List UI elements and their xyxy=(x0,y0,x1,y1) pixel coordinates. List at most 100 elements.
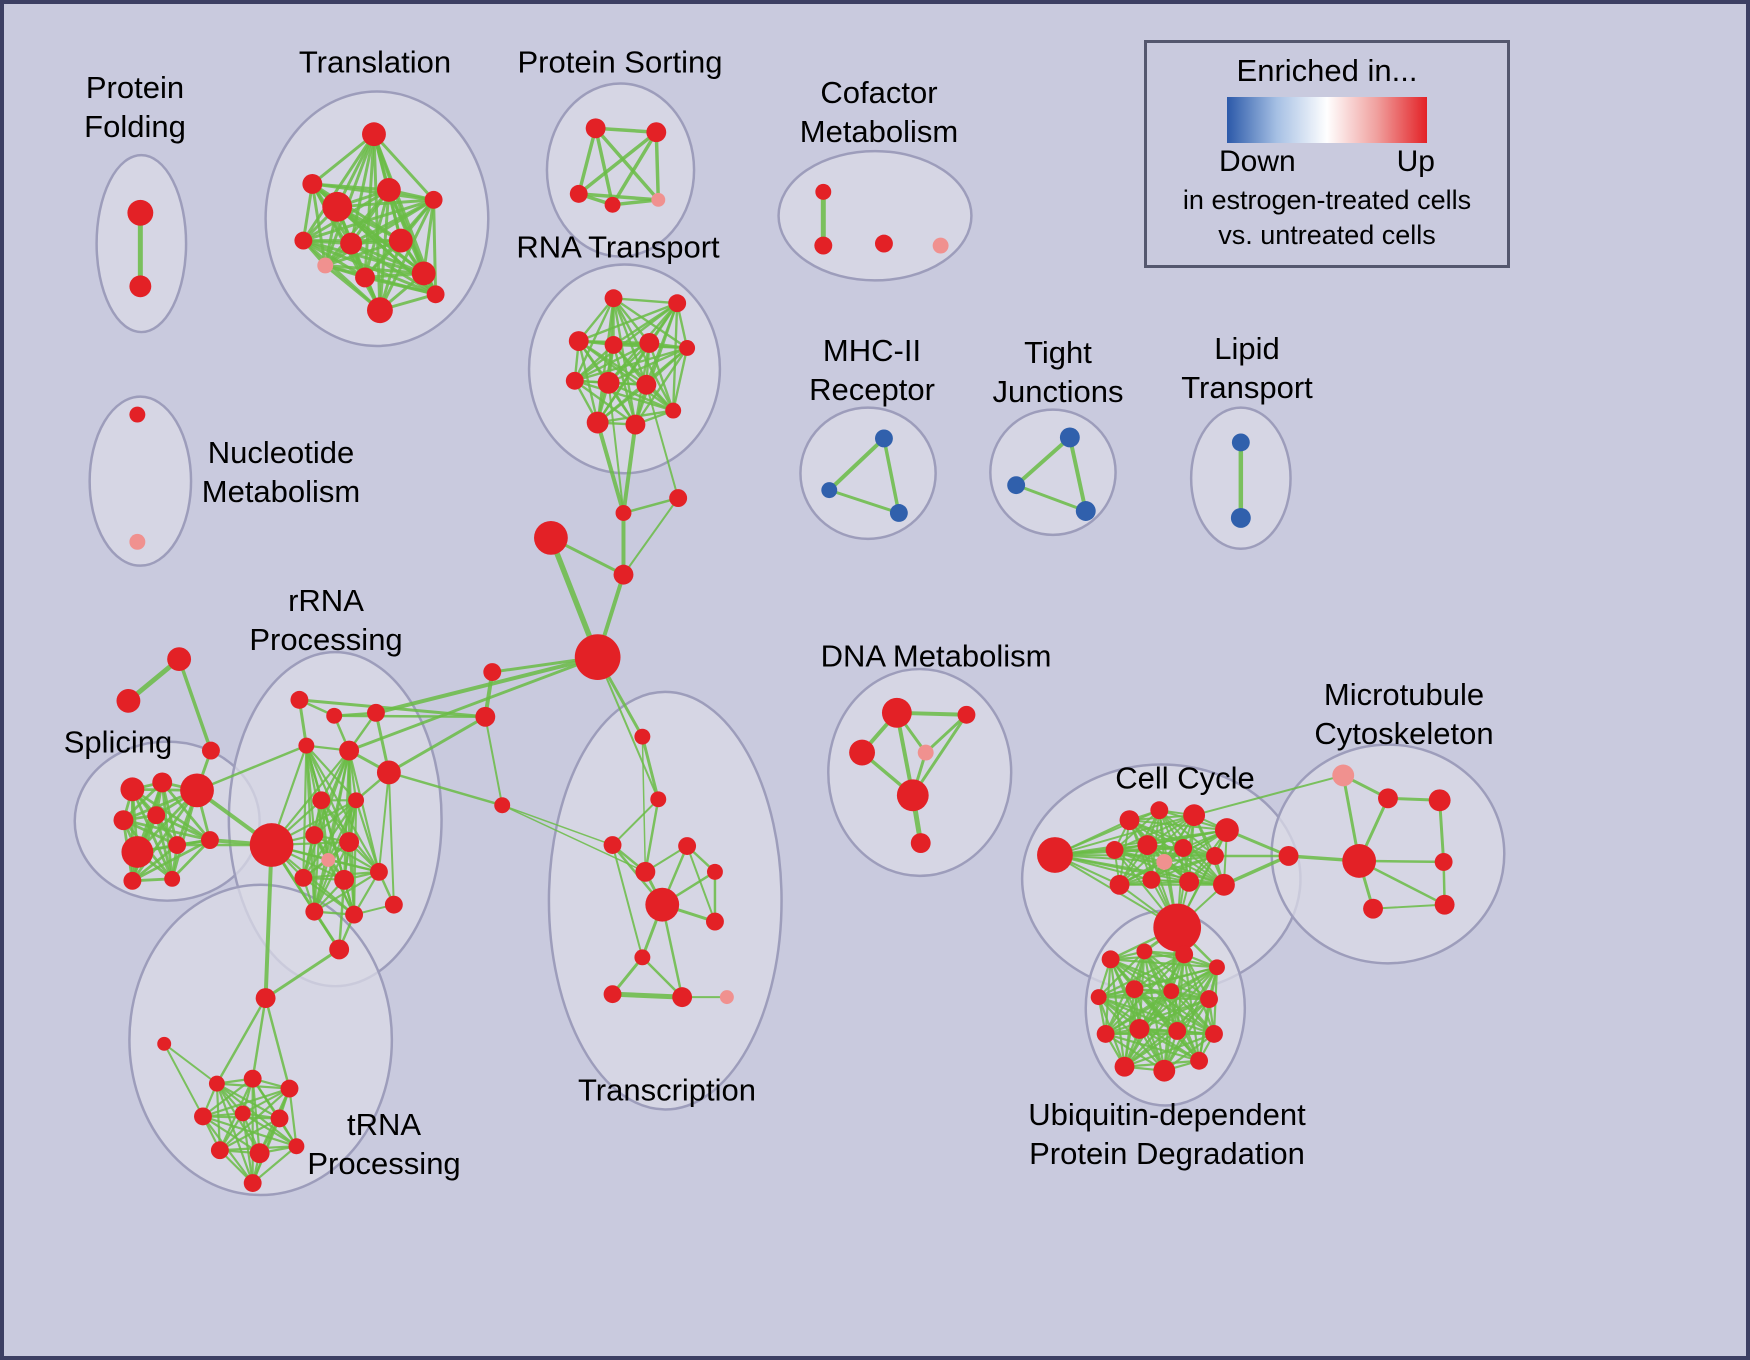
network-node-s7 xyxy=(168,836,187,854)
network-node-r8 xyxy=(312,791,331,810)
network-edge xyxy=(302,744,308,879)
network-edge xyxy=(349,242,426,275)
network-edge xyxy=(672,346,689,412)
network-edge xyxy=(1146,829,1228,847)
network-edge xyxy=(1150,854,1216,881)
network-node-s5 xyxy=(147,806,166,825)
network-edge xyxy=(1118,854,1216,886)
network-edge xyxy=(264,947,341,1000)
network-node-t13 xyxy=(426,285,445,304)
network-edge xyxy=(607,381,675,412)
network-edge xyxy=(313,799,358,913)
network-edge xyxy=(387,715,487,774)
network-edge xyxy=(1133,988,1201,1062)
network-node-mt2 xyxy=(1378,788,1398,809)
network-node-t8 xyxy=(388,228,413,253)
network-edge xyxy=(577,302,679,343)
network-edge xyxy=(573,341,651,382)
network-node-r12 xyxy=(321,852,336,867)
network-node-r11 xyxy=(339,832,360,852)
network-node-rt12 xyxy=(665,402,682,419)
network-edge xyxy=(577,126,598,196)
network-node-c15 xyxy=(1153,903,1202,952)
network-edge xyxy=(634,346,689,426)
network-node-q11 xyxy=(288,1138,305,1155)
network-node-a2 xyxy=(116,688,141,713)
network-node-lt1 xyxy=(1231,433,1250,452)
legend-up-label: Up xyxy=(1396,145,1435,178)
network-node-d3 xyxy=(849,739,875,766)
network-node-r4 xyxy=(298,737,315,754)
network-node-u15 xyxy=(1190,1051,1209,1070)
network-node-t2 xyxy=(302,173,323,194)
network-edge xyxy=(241,1112,298,1148)
network-node-u12 xyxy=(1205,1024,1223,1043)
network-edge xyxy=(1123,1029,1179,1068)
network-edge xyxy=(593,126,659,134)
network-edge xyxy=(612,297,637,426)
network-edge xyxy=(432,198,438,296)
network-node-tr6 xyxy=(706,863,723,880)
network-edge xyxy=(593,126,615,207)
network-node-r17 xyxy=(345,905,364,924)
network-node-mt1 xyxy=(1332,764,1355,787)
network-node-tr3 xyxy=(603,836,622,854)
legend-scale-labels: Down Up xyxy=(1219,145,1435,179)
network-node-tr9 xyxy=(634,949,651,966)
network-edge xyxy=(1138,998,1211,1031)
network-edge xyxy=(201,1087,291,1118)
network-edge xyxy=(622,497,680,576)
network-node-tr11 xyxy=(672,987,693,1008)
network-node-u13 xyxy=(1114,1056,1135,1077)
network-edge xyxy=(163,1042,204,1118)
network-node-rt5 xyxy=(639,333,660,353)
network-edge xyxy=(387,771,504,807)
network-node-ps1 xyxy=(585,118,606,139)
network-node-u9 xyxy=(1096,1024,1115,1043)
network-edge xyxy=(501,804,614,846)
network-node-tj3 xyxy=(1075,501,1096,521)
network-node-t7 xyxy=(340,232,363,255)
network-node-u5 xyxy=(1090,989,1107,1006)
network-node-r5 xyxy=(339,740,360,761)
network-node-r19 xyxy=(384,895,403,914)
network-edge xyxy=(611,798,660,847)
network-edge xyxy=(1222,854,1291,887)
network-edge xyxy=(1133,966,1219,991)
network-node-nm2 xyxy=(129,533,146,550)
network-node-cf4 xyxy=(932,237,949,254)
cluster-ellipse-tight-junctions xyxy=(989,408,1117,537)
network-node-t9 xyxy=(317,257,334,274)
network-node-q6 xyxy=(194,1107,212,1126)
network-node-t11 xyxy=(411,261,436,286)
network-edge xyxy=(1053,809,1161,856)
network-node-r9 xyxy=(348,792,365,809)
network-edge xyxy=(201,1115,261,1155)
network-node-r10 xyxy=(305,826,324,845)
network-edge xyxy=(1109,958,1219,969)
network-edge xyxy=(301,239,426,275)
network-edge xyxy=(573,346,689,382)
network-node-i7 xyxy=(475,706,496,727)
network-node-s4 xyxy=(113,810,134,831)
network-node-rt7 xyxy=(565,371,584,390)
network-edge xyxy=(1372,903,1446,910)
network-edge xyxy=(641,735,647,873)
network-edge xyxy=(218,1087,291,1152)
network-node-d2 xyxy=(957,705,976,724)
network-node-u14 xyxy=(1153,1059,1176,1082)
network-edge xyxy=(1067,435,1088,513)
network-node-r16 xyxy=(305,902,324,921)
network-node-tr4 xyxy=(678,837,697,855)
network-node-u6 xyxy=(1125,980,1144,999)
network-edge xyxy=(596,656,660,801)
network-node-rt10 xyxy=(586,411,609,434)
network-node-pf1 xyxy=(127,199,154,226)
network-node-i2 xyxy=(669,489,688,508)
network-edge xyxy=(924,713,968,755)
network-node-mh3 xyxy=(889,504,908,522)
network-edge xyxy=(1104,998,1211,1035)
network-edge xyxy=(251,1145,298,1185)
network-node-s2 xyxy=(152,772,173,793)
network-edge xyxy=(1123,988,1136,1068)
